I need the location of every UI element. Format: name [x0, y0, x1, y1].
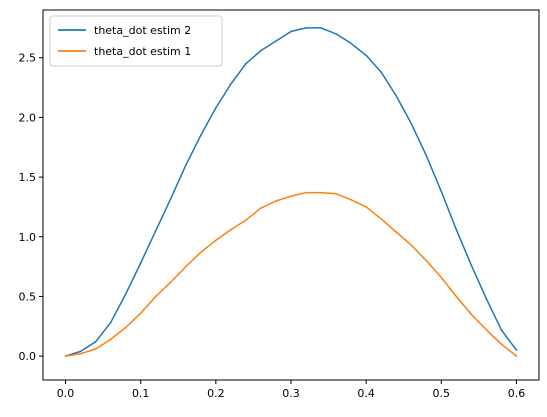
series-2-point: [395, 231, 398, 233]
series-1-point: [139, 262, 142, 264]
x-tick-label: 0.1: [132, 387, 150, 400]
series-2-point: [64, 355, 67, 357]
series-2-point: [275, 200, 277, 202]
series-1-point: [470, 264, 473, 267]
series-1-point: [245, 62, 247, 65]
legend-label-2: theta_dot estim 1: [94, 45, 191, 58]
series-line-1: [65, 27, 518, 357]
series-1-point: [124, 293, 127, 295]
series-1-point: [485, 298, 488, 300]
legend-box: [49, 15, 223, 67]
series-2-point: [335, 193, 337, 195]
series-2-point: [380, 218, 382, 220]
series-2-point: [515, 355, 518, 357]
series-2-point: [94, 348, 97, 350]
series-2-point: [169, 281, 172, 283]
series-1-point: [94, 341, 97, 343]
series-1-point: [365, 54, 367, 57]
series-2-point: [440, 276, 443, 279]
series-2-point: [139, 312, 142, 314]
series-1-point: [215, 107, 217, 109]
series-2-point: [109, 338, 112, 341]
series-2-point: [200, 251, 202, 254]
x-tick-label: 0.0: [57, 387, 75, 400]
series-2-point: [124, 326, 127, 329]
series-1-point: [260, 49, 262, 52]
series-1-point: [395, 95, 398, 97]
y-tick-label: 1.5: [19, 171, 37, 184]
series-2-point: [215, 239, 217, 242]
series-2-point: [305, 191, 307, 194]
series-2-point: [230, 228, 232, 231]
series-1-point: [109, 321, 112, 324]
series-2-point: [260, 207, 262, 209]
series-2-point: [470, 313, 473, 316]
legend: theta_dot estim 2 theta_dot estim 1: [49, 15, 223, 67]
series-1-point: [500, 329, 503, 331]
series-2-point: [365, 206, 367, 208]
series-1-point: [410, 122, 413, 125]
x-tick-label: 0.5: [433, 387, 451, 400]
series-1-point: [290, 30, 292, 33]
series-2-point: [485, 329, 488, 331]
series-1-point: [455, 228, 458, 231]
series-1-point: [200, 134, 202, 137]
series-1-point: [305, 27, 307, 29]
y-tick-label: 0.0: [19, 350, 37, 363]
series-1-point: [275, 40, 277, 42]
series-2-point: [425, 259, 428, 262]
x-tick-label: 0.6: [508, 387, 526, 400]
series-2-point: [410, 244, 413, 246]
x-tick-label: 0.3: [282, 387, 300, 400]
series-1-point: [335, 33, 337, 35]
y-tick-label: 2.5: [19, 52, 37, 65]
series-2-point: [290, 195, 292, 197]
x-tick-label: 0.2: [207, 387, 225, 400]
y-tick-label: 0.5: [19, 290, 37, 303]
series-1-point: [425, 154, 428, 157]
series-2-point: [79, 352, 82, 355]
series-1-point: [169, 197, 172, 200]
series-1-point: [79, 350, 82, 353]
series-1-point: [154, 230, 157, 232]
x-tick-label: 0.4: [357, 387, 375, 400]
series-1-point: [320, 27, 322, 29]
series-1-point: [515, 349, 518, 351]
series-line-2: [65, 191, 517, 357]
series-1-point: [350, 42, 352, 45]
series-1-point: [380, 71, 382, 73]
plot-lines: [64, 27, 518, 357]
y-axis-ticks: 0.0 0.5 1.0 1.5 2.0 2.5: [19, 52, 43, 363]
series-2-point: [320, 191, 322, 194]
legend-label-1: theta_dot estim 2: [94, 24, 191, 37]
y-tick-label: 1.0: [19, 231, 37, 244]
series-2-point: [455, 295, 458, 298]
series-1-point: [184, 164, 187, 166]
series-2-point: [500, 343, 503, 345]
series-2-point: [154, 295, 157, 298]
series-1-point: [440, 190, 443, 193]
series-2-point: [245, 219, 247, 221]
series-2-point: [184, 265, 187, 268]
y-tick-label: 2.0: [19, 111, 37, 124]
series-1-point: [230, 83, 232, 85]
x-axis-ticks: 0.0 0.1 0.2 0.3 0.4 0.5 0.6: [57, 380, 525, 400]
series-2-point: [350, 198, 352, 201]
